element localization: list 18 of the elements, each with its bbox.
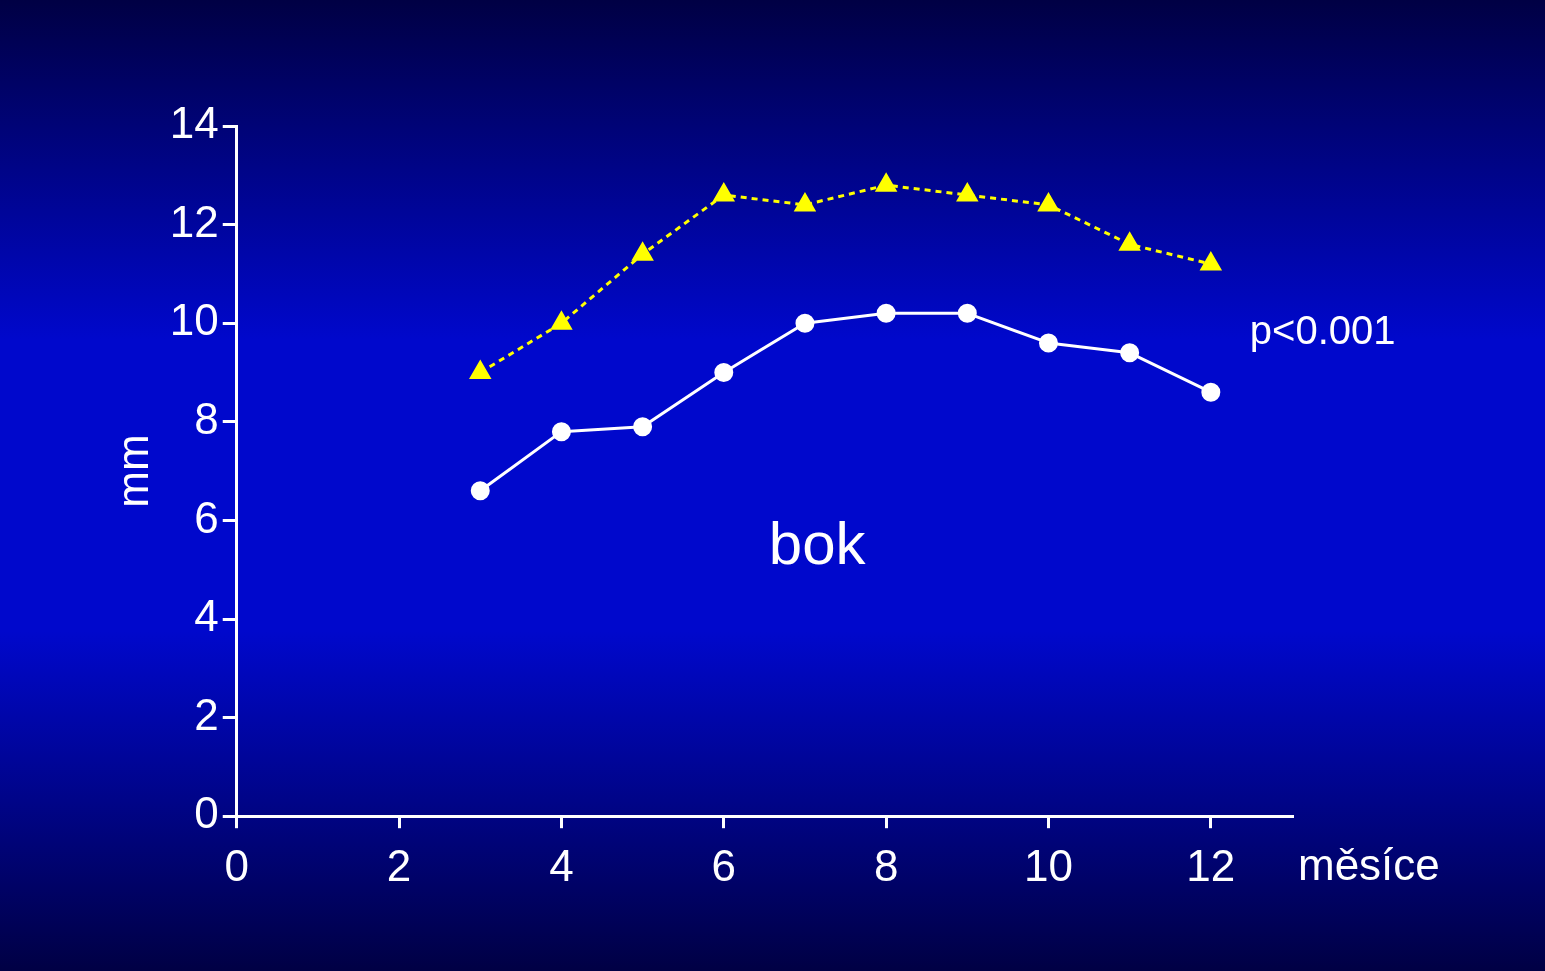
y-axis-title: mm — [107, 434, 157, 508]
y-tick-label: 4 — [194, 591, 219, 641]
x-tick-label: 6 — [711, 840, 737, 890]
x-axis-title: měsíce — [1298, 840, 1440, 890]
y-tick-label: 12 — [169, 196, 219, 246]
y-tick-label: 6 — [194, 492, 219, 542]
y-tick-label: 8 — [194, 393, 219, 443]
y-tick-label: 2 — [194, 689, 219, 739]
x-tick-label: 10 — [1024, 840, 1073, 890]
y-tick-label: 0 — [194, 788, 219, 838]
annotation: p<0.001 — [1249, 308, 1396, 353]
annotation: bok — [768, 509, 867, 577]
x-tick-label: 8 — [873, 840, 899, 890]
x-tick-label: 12 — [1186, 840, 1236, 890]
y-tick-label: 14 — [169, 98, 219, 148]
x-tick-label: 4 — [549, 840, 574, 890]
x-tick-label: 2 — [386, 840, 412, 890]
y-tick-label: 10 — [169, 295, 219, 345]
